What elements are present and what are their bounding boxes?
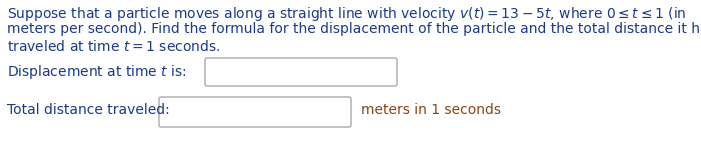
FancyBboxPatch shape: [205, 58, 397, 86]
Text: traveled at time $t = 1$ seconds.: traveled at time $t = 1$ seconds.: [7, 39, 220, 54]
Text: Total distance traveled:: Total distance traveled:: [7, 103, 170, 117]
Text: Displacement at time $t$ is:: Displacement at time $t$ is:: [7, 63, 187, 81]
Text: meters in 1 seconds: meters in 1 seconds: [361, 103, 501, 117]
Text: Suppose that a particle moves along a straight line with velocity $v(t) = 13 - 5: Suppose that a particle moves along a st…: [7, 5, 686, 23]
Text: meters per second). Find the formula for the displacement of the particle and th: meters per second). Find the formula for…: [7, 22, 701, 36]
FancyBboxPatch shape: [159, 97, 351, 127]
